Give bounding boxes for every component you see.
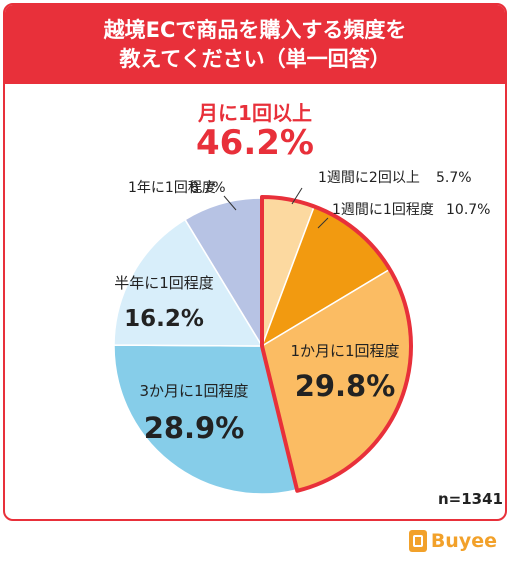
pie-slice [113, 218, 264, 347]
leader-line [291, 187, 303, 205]
buyee-logo-text: Buyee [430, 530, 497, 552]
pie-slice [113, 344, 298, 495]
highlight-outline [260, 195, 413, 493]
slice-value-label: 5.7% [436, 170, 472, 186]
buyee-logo-icon [408, 530, 427, 552]
slice-value-label: 16.2% [124, 306, 204, 332]
slice-category-label: 1か月に1回程度 [290, 342, 399, 360]
slice-category-label: 1週間に2回以上 [318, 170, 420, 186]
slice-value-label: 10.7% [446, 202, 490, 218]
slice-category-label: 半年に1回程度 [114, 274, 214, 292]
chart-title: 越境ECで商品を購入する頻度を 教えてください（単一回答） [5, 5, 505, 84]
chart-title-line-1: 越境ECで商品を購入する頻度を [103, 17, 407, 42]
buyee-logo: Buyee [408, 530, 497, 552]
slice-category-label: 1週間に1回程度 [332, 202, 434, 218]
slice-value-label: 8.7% [190, 180, 226, 196]
leader-line [317, 217, 329, 229]
slice-category-label: 3か月に1回程度 [139, 382, 248, 400]
highlight-label: 月に1回以上 [198, 101, 312, 125]
slice-category-label: 1年に1回程度 [128, 180, 216, 196]
sample-size: n=1341 [438, 490, 503, 508]
highlight-value: 46.2% [196, 123, 314, 163]
chart-title-line-2: 教えてください（単一回答） [119, 46, 391, 71]
slice-value-label: 29.8% [295, 369, 396, 403]
leader-line [223, 195, 237, 211]
slice-value-label: 28.9% [144, 411, 245, 445]
